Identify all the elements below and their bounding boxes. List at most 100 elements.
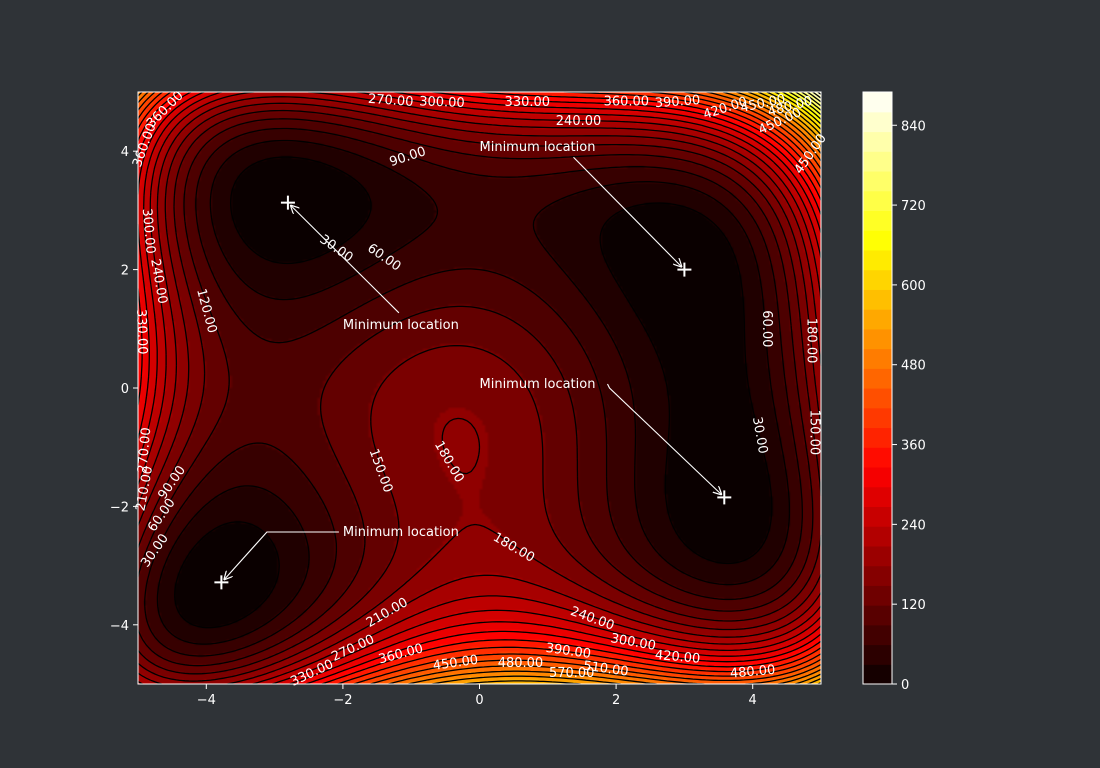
contour-label: 480.00 xyxy=(729,663,776,682)
colorbar-band xyxy=(863,407,892,429)
y-axis: −4 −2 0 2 4 xyxy=(110,145,138,634)
x-tick-label: 2 xyxy=(612,693,620,708)
contour-label: 150.00 xyxy=(807,410,822,456)
colorbar-band xyxy=(863,388,892,409)
contour-line-750 xyxy=(795,91,822,111)
contour-line-90 xyxy=(144,127,803,657)
contour-label: 450.00 xyxy=(432,653,479,674)
colorbar-band xyxy=(863,585,892,606)
contour-line-180 xyxy=(137,102,822,682)
colorbar-band xyxy=(863,131,892,152)
annotation-text: Minimum location xyxy=(480,377,596,392)
colorbar-tick-label: 720 xyxy=(901,199,926,214)
colorbar-band xyxy=(863,506,892,527)
y-tick-label: 0 xyxy=(121,382,129,397)
y-tick-label: 2 xyxy=(121,264,129,279)
x-axis: −4 −2 0 2 4 xyxy=(197,684,757,708)
colorbar-band xyxy=(863,605,892,626)
colorbar: 0 120 240 360 480 600 720 840 xyxy=(862,91,926,693)
colorbar-band xyxy=(863,664,892,685)
colorbar-band xyxy=(863,368,892,389)
colorbar-band xyxy=(863,249,892,271)
colorbar-tick-label: 120 xyxy=(901,598,926,613)
colorbar-band xyxy=(863,545,892,567)
y-tick-label: 4 xyxy=(121,145,129,160)
contour-label: 300.00 xyxy=(419,94,465,111)
x-tick-label: −2 xyxy=(333,693,352,708)
minimum-marker xyxy=(214,575,229,590)
contour-line-210 xyxy=(137,96,822,685)
plot-area: 270.00 300.00 330.00 360.00 390.00 420.00 450.… xyxy=(130,88,830,689)
contour-line-600 xyxy=(757,91,822,685)
colorbar-band xyxy=(863,170,892,192)
y-tick-label: −2 xyxy=(110,500,129,515)
annotation-arrow xyxy=(573,156,682,266)
colorbar-band xyxy=(863,466,892,488)
contour-label: 300.00 xyxy=(139,208,158,255)
contour-label: 30.00 xyxy=(749,416,770,455)
contour-label: 390.00 xyxy=(654,93,700,111)
colorbar-tick-label: 600 xyxy=(901,279,926,294)
colorbar-band xyxy=(863,526,892,547)
contour-label: 390.00 xyxy=(545,641,592,662)
contour-label: 480.00 xyxy=(498,656,544,671)
colorbar-band xyxy=(863,151,892,172)
colorbar-band xyxy=(863,92,892,113)
colorbar-frame xyxy=(862,91,893,685)
contour-label: 330.00 xyxy=(133,309,150,355)
colorbar-band xyxy=(863,309,892,330)
colorbar-band xyxy=(863,644,892,665)
annotation-arrow xyxy=(224,531,339,579)
contour-fill xyxy=(138,92,821,684)
colorbar-band xyxy=(863,486,892,507)
colorbar-band xyxy=(863,565,892,586)
contour-line-690 xyxy=(782,91,822,120)
contour-label: 270.00 xyxy=(135,427,154,474)
contour-label: 270.00 xyxy=(367,92,413,110)
colorbar-band xyxy=(863,289,892,310)
colorbar-band xyxy=(863,111,892,133)
contour-line-780 xyxy=(801,91,822,107)
contour-line-240 xyxy=(137,91,822,685)
colorbar-band xyxy=(863,190,892,211)
colorbar-tick-label: 240 xyxy=(901,518,926,533)
annotation-arrow xyxy=(607,383,722,494)
annotation-text: Minimum location xyxy=(343,525,459,540)
contour-label: 60.00 xyxy=(759,310,774,347)
contour-label: 180.00 xyxy=(803,318,818,364)
annotation-text: Minimum location xyxy=(343,318,459,333)
colorbar-band xyxy=(863,447,892,468)
contour-line-660 xyxy=(774,91,822,125)
contour-label: 420.00 xyxy=(654,648,701,667)
contour-label: 330.00 xyxy=(505,95,551,110)
colorbar-band xyxy=(863,210,892,231)
minimum-marker xyxy=(717,490,732,505)
annotation-arrow xyxy=(291,206,400,314)
colorbar-tick-label: 0 xyxy=(901,678,909,693)
contour-label: 510.00 xyxy=(582,659,629,680)
contour-label: 570.00 xyxy=(549,666,595,681)
contour-label: 240.00 xyxy=(556,114,602,129)
colorbar-band xyxy=(863,269,892,290)
colorbar-band xyxy=(863,427,892,448)
colorbar-band xyxy=(863,348,892,369)
minimum-marker xyxy=(280,195,295,210)
y-tick-label: −4 xyxy=(110,619,129,634)
colorbar-tick-label: 360 xyxy=(901,439,926,454)
annotation-text: Minimum location xyxy=(480,140,596,155)
colorbar-band xyxy=(863,230,892,251)
colorbar-tick-label: 480 xyxy=(901,359,926,374)
contour-line-60 xyxy=(156,139,791,645)
x-tick-label: 4 xyxy=(749,693,757,708)
contour-line-150 xyxy=(137,109,822,675)
contour-line-30 xyxy=(174,156,773,629)
x-tick-label: −4 xyxy=(197,693,216,708)
x-tick-label: 0 xyxy=(475,693,483,708)
contour-line-120 xyxy=(137,118,814,667)
colorbar-band xyxy=(863,328,892,350)
minimum-marker xyxy=(677,262,692,277)
colorbar-tick-label: 840 xyxy=(901,119,926,134)
colorbar-band xyxy=(863,624,892,646)
contour-label: 360.00 xyxy=(604,95,650,110)
